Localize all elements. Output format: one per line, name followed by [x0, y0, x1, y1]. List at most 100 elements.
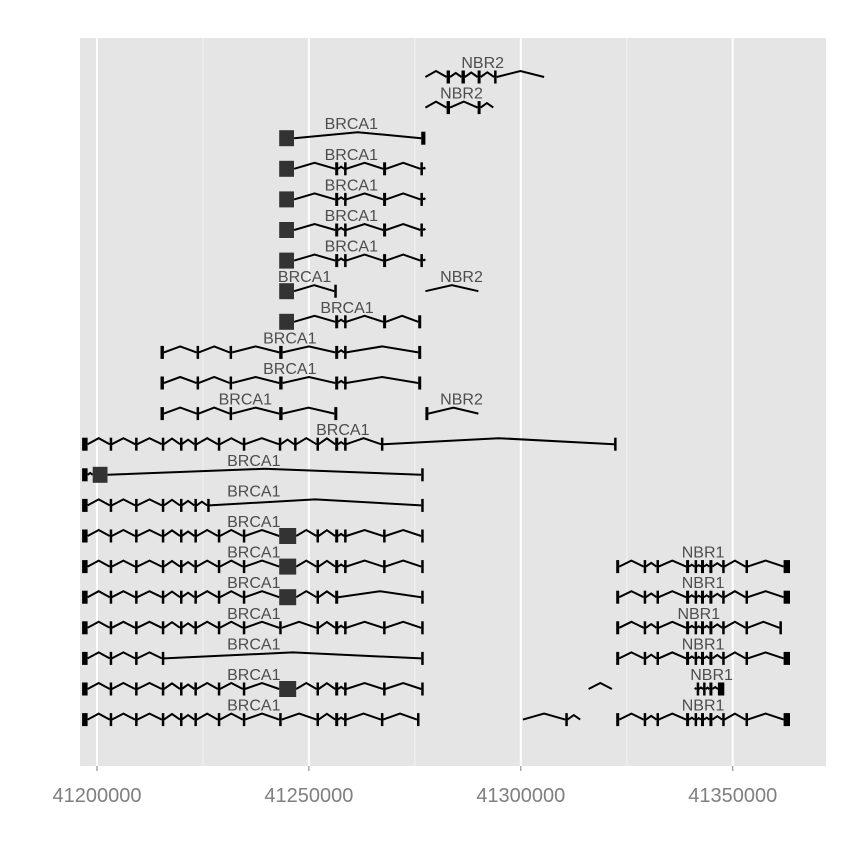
transcript-nbr1 [694, 682, 725, 696]
exon-block [194, 437, 197, 451]
exon-block [279, 160, 294, 177]
x-tick-label: 41200000 [52, 785, 141, 807]
intron-line [163, 375, 197, 384]
exon-block [686, 590, 690, 604]
exon-block [334, 407, 338, 421]
exon-block [217, 560, 221, 574]
intron-line [422, 166, 426, 170]
exon-block [279, 589, 297, 606]
intron-line [337, 318, 345, 323]
x-axis: 41200000 41250000 41300000 41350000 [52, 766, 777, 807]
exon-block [686, 713, 690, 727]
intron-line [703, 563, 710, 568]
intron-line [163, 712, 181, 721]
exon-block [217, 621, 221, 635]
intron-line [196, 712, 219, 721]
exon-block [161, 498, 165, 512]
intron-line [747, 559, 784, 568]
intron-line [136, 437, 163, 446]
intron-line [295, 590, 318, 599]
exon-block [82, 498, 88, 512]
exon-block [207, 498, 210, 512]
intron-line [111, 620, 136, 629]
exon-block [196, 407, 200, 421]
intron-line [196, 437, 219, 446]
exon-block [477, 101, 481, 115]
transcript-brca1 [82, 437, 617, 451]
exon-block [383, 682, 386, 696]
transcript-nbr1 [616, 620, 782, 635]
exon-block [279, 407, 283, 421]
exon-block [279, 713, 282, 727]
exon-block [383, 223, 387, 237]
exon-block [278, 437, 282, 451]
intron-line [496, 69, 545, 78]
intron-line [385, 192, 421, 201]
intron-line [87, 437, 111, 446]
transcript-nbr2 [424, 69, 545, 84]
exon-block [494, 70, 497, 84]
exon-block [745, 651, 748, 665]
intron-line [219, 437, 244, 446]
exon-block [335, 590, 339, 604]
transcript-unlabeled [588, 681, 613, 690]
intron-line [163, 529, 181, 537]
exon-block [656, 713, 659, 727]
intron-line [422, 227, 426, 231]
intron-line [136, 590, 163, 599]
intron-line [244, 712, 280, 721]
intron-line [645, 622, 658, 629]
exon-block [109, 651, 113, 665]
gene-label-brca1: BRCA1 [227, 606, 280, 623]
gene-label-nbr1: NBR1 [682, 636, 725, 653]
exon-block [694, 713, 698, 727]
intron-line [198, 406, 230, 415]
exon-block [783, 560, 790, 574]
transcript-nbr1 [616, 559, 790, 574]
exon-block [279, 528, 297, 544]
exon-block [279, 252, 294, 269]
intron-line [645, 561, 658, 568]
intron-line [618, 712, 645, 721]
x-tick-label: 41300000 [476, 785, 565, 807]
intron-line [111, 651, 136, 660]
intron-line [385, 314, 419, 323]
exon-block [279, 283, 294, 300]
intron-line [645, 653, 658, 660]
exon-block [380, 713, 384, 727]
intron-line [705, 686, 710, 690]
intron-line [87, 620, 111, 629]
intron-line [696, 594, 702, 599]
gene-label-nbr1: NBR1 [682, 698, 725, 715]
exon-block [722, 651, 725, 665]
gene-label-brca1: BRCA1 [227, 698, 280, 715]
gene-label-brca1: BRCA1 [316, 422, 369, 439]
exon-block [135, 560, 138, 574]
exon-block [643, 651, 647, 665]
intron-line [163, 590, 181, 599]
intron-line [383, 437, 615, 446]
intron-line [163, 437, 181, 446]
exon-block [135, 529, 138, 543]
intron-line [294, 131, 422, 140]
intron-line [231, 345, 280, 354]
exon-block [421, 468, 424, 482]
exon-block [418, 315, 422, 329]
exon-block [335, 437, 339, 451]
exon-block [446, 70, 450, 84]
intron-line [293, 222, 336, 231]
intron-line [107, 467, 422, 476]
exon-block [565, 713, 568, 727]
exon-block [196, 345, 200, 359]
exon-block [696, 682, 700, 696]
intron-line [645, 592, 658, 599]
intron-line [703, 594, 710, 599]
intron-line [219, 590, 244, 599]
intron-line [428, 406, 479, 415]
transcript-brca1 [279, 222, 426, 238]
exon-block [335, 162, 339, 176]
intron-line [196, 590, 219, 599]
intron-line [345, 712, 382, 721]
exon-block [722, 621, 725, 635]
